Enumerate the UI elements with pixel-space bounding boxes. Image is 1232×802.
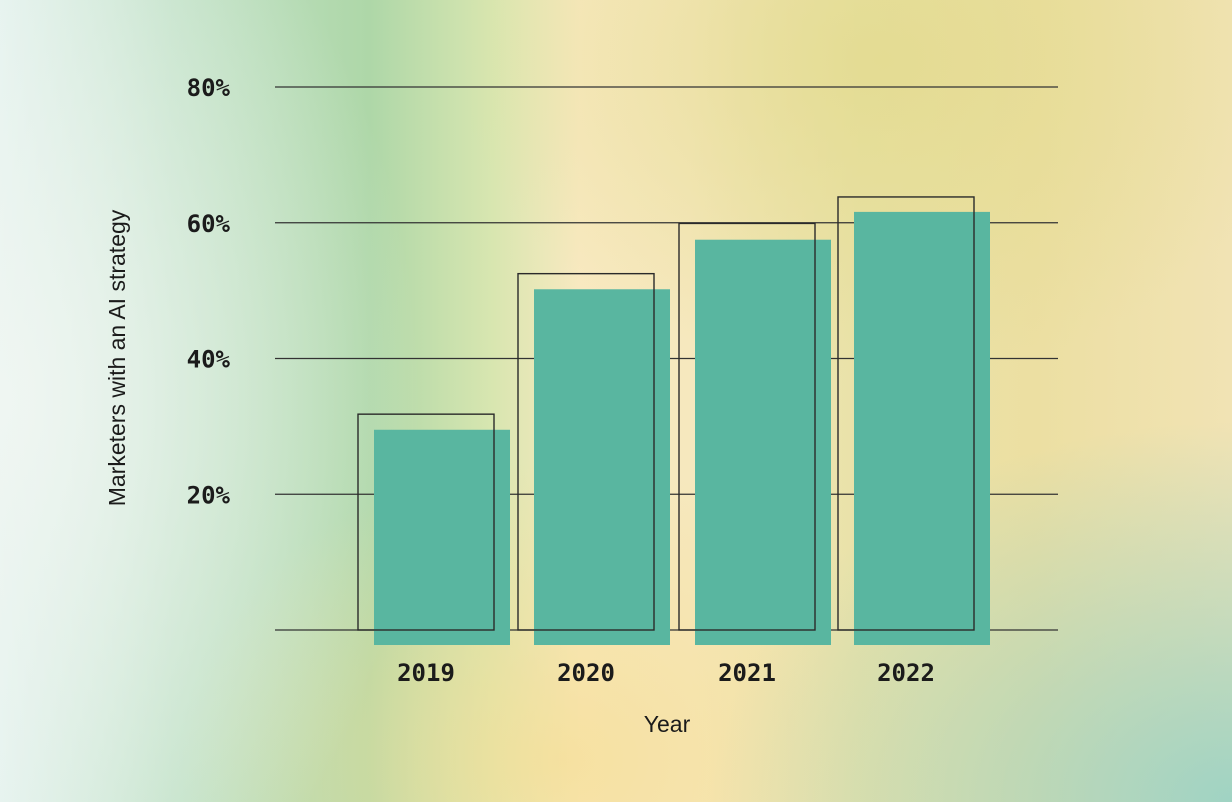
y-tick-label-20: 20% <box>187 481 231 509</box>
x-axis-tick-labels: 2019 2020 2021 2022 <box>397 659 935 687</box>
x-axis-title: Year <box>644 711 691 737</box>
bar-outline-2020 <box>517 272 655 631</box>
bar-2020 <box>534 289 670 645</box>
y-tick-label-80: 80% <box>187 74 231 102</box>
bar-2022 <box>854 211 990 645</box>
bars <box>374 211 990 645</box>
y-axis-tick-labels: 20% 40% 60% 80% <box>187 74 231 509</box>
x-tick-label-2022: 2022 <box>877 659 935 687</box>
bar-outline-2021 <box>678 222 816 631</box>
x-tick-label-2020: 2020 <box>557 659 615 687</box>
x-tick-label-2019: 2019 <box>397 659 455 687</box>
bar-2019 <box>374 429 510 645</box>
bar-2021 <box>695 239 831 645</box>
y-tick-label-60: 60% <box>187 210 231 238</box>
bar-outline-2019 <box>357 413 495 631</box>
bar-outline-2022 <box>837 196 975 631</box>
y-tick-label-40: 40% <box>187 346 231 374</box>
x-tick-label-2021: 2021 <box>718 659 776 687</box>
y-axis-title: Marketers with an AI strategy <box>104 209 130 506</box>
bar-outlines <box>357 196 975 631</box>
